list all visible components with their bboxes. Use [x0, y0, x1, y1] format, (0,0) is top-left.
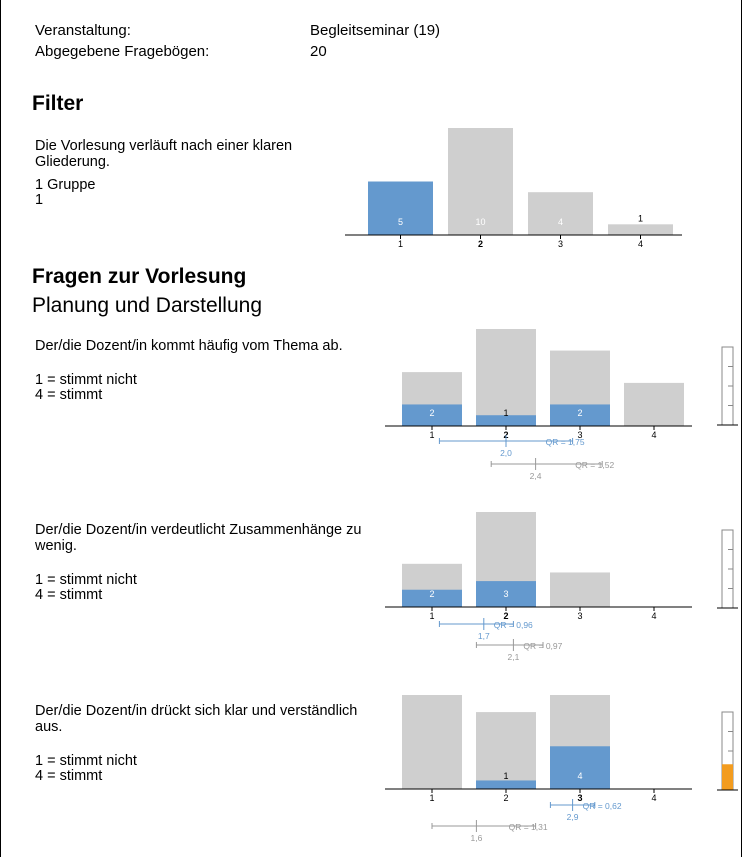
gray-stats-qr-label: QR = 0,97: [523, 641, 562, 651]
bar-total-3: [550, 572, 610, 607]
bar-highlight-1: [402, 589, 462, 607]
forms-label: Abgegebene Fragebögen:: [35, 43, 210, 60]
x-tick-label-4: 4: [651, 430, 656, 440]
bar-total-4: [624, 382, 684, 426]
x-tick-label-1: 1: [429, 430, 434, 440]
forms-value: 20: [310, 43, 327, 60]
bar-3: [528, 192, 593, 235]
x-tick-label-1: 1: [398, 239, 403, 249]
section-subheading: Planung und Darstellung: [32, 294, 262, 317]
question-3-scale-low: 1 = stimmt nicht: [35, 753, 137, 769]
x-tick-label-3: 3: [577, 611, 582, 621]
data-label-3: 4: [558, 217, 563, 227]
blue-stats-mean-label: 2,9: [567, 812, 579, 822]
data-label-1: 2: [429, 408, 434, 418]
question-2-chart: 2 1 3 2 3 4 1,7 QR = 0,96 2,1 QR = 0,97: [385, 512, 692, 662]
data-label-2: 1: [503, 408, 508, 418]
bar-highlight-3: [550, 746, 610, 789]
x-tick-label-1: 1: [429, 793, 434, 803]
bar-total-2: [476, 712, 536, 789]
x-tick-label-2: 2: [503, 793, 508, 803]
data-label-3: 2: [577, 408, 582, 418]
x-tick-label-1: 1: [429, 611, 434, 621]
x-tick-label-2: 2: [503, 611, 508, 621]
gray-stats-qr-label: QR = 1,52: [575, 460, 614, 470]
bar-highlight-2: [476, 415, 536, 426]
question-2-scale-indicator: [717, 529, 738, 609]
bar-total-2: [476, 329, 536, 426]
question-3-text: Der/die Dozent/in drückt sich klar und v…: [35, 703, 358, 735]
question-3-scale-indicator: [717, 711, 738, 791]
bar-highlight-3: [550, 404, 610, 426]
bar-highlight-2: [476, 780, 536, 789]
filter-group-line2: 1: [35, 192, 44, 208]
bar-1: [368, 181, 433, 235]
filter-question: Die Vorlesung verläuft nach einer klaren…: [35, 138, 293, 170]
question-2-text: Der/die Dozent/in verdeutlicht Zusammenh…: [35, 522, 362, 554]
x-tick-label-3: 3: [577, 793, 582, 803]
bar-highlight-2: [476, 581, 536, 607]
section-heading: Fragen zur Vorlesung: [32, 265, 247, 288]
gray-stats-mean-label: 2,1: [507, 652, 519, 662]
question-3-chart: 1 1 2 4 3 4 2,9 QR = 0,62 1,6 QR = 1,31: [385, 695, 692, 843]
bar-4: [608, 224, 673, 235]
x-tick-label-2: 2: [478, 239, 483, 249]
x-tick-label-3: 3: [577, 430, 582, 440]
question-1-scale-indicator: [717, 346, 738, 426]
question-1-chart: 21122342,0QR = 1,752,4QR = 1,52: [385, 329, 692, 481]
gray-stats-mean-label: 2,4: [530, 471, 542, 481]
gray-stats-mean-label: 1,6: [470, 833, 482, 843]
bar-total-1: [402, 695, 462, 789]
blue-stats-qr-label: QR = 1,75: [546, 437, 585, 447]
question-1-scale-low: 1 = stimmt nicht: [35, 372, 137, 388]
event-value: Begleitseminar (19): [310, 22, 441, 39]
x-tick-label-4: 4: [651, 611, 656, 621]
bar-2: [448, 128, 513, 235]
data-label-2: 3: [503, 589, 508, 599]
bar-highlight-1: [402, 404, 462, 426]
question-3-scale-high: 4 = stimmt: [35, 768, 103, 784]
scale-fill: [722, 764, 733, 790]
data-label-2: 1: [503, 771, 508, 781]
filter-heading: Filter: [32, 92, 84, 115]
data-label-4: 1: [638, 213, 643, 223]
question-1-scale-high: 4 = stimmt: [35, 387, 103, 403]
blue-stats-qr-label: QR = 0,96: [494, 620, 533, 630]
question-1-text: Der/die Dozent/in kommt häufig vom Thema…: [35, 338, 343, 354]
question-2-scale-low: 1 = stimmt nicht: [35, 572, 137, 588]
data-label-3: 4: [577, 771, 582, 781]
blue-stats-qr-label: QR = 0,62: [583, 801, 622, 811]
filter-chart: 5 1 10 2 4 3 1 4: [345, 128, 682, 249]
x-tick-label-3: 3: [558, 239, 563, 249]
event-label: Veranstaltung:: [35, 22, 131, 39]
data-label-2: 10: [475, 217, 485, 227]
data-label-1: 5: [398, 217, 403, 227]
x-tick-label-4: 4: [638, 239, 643, 249]
blue-stats-mean-label: 2,0: [500, 448, 512, 458]
data-label-1: 2: [429, 589, 434, 599]
filter-group-line1: 1 Gruppe: [35, 177, 96, 193]
blue-stats-mean-label: 1,7: [478, 631, 490, 641]
gray-stats-qr-label: QR = 1,31: [509, 822, 548, 832]
question-2-scale-high: 4 = stimmt: [35, 587, 103, 603]
x-tick-label-4: 4: [651, 793, 656, 803]
